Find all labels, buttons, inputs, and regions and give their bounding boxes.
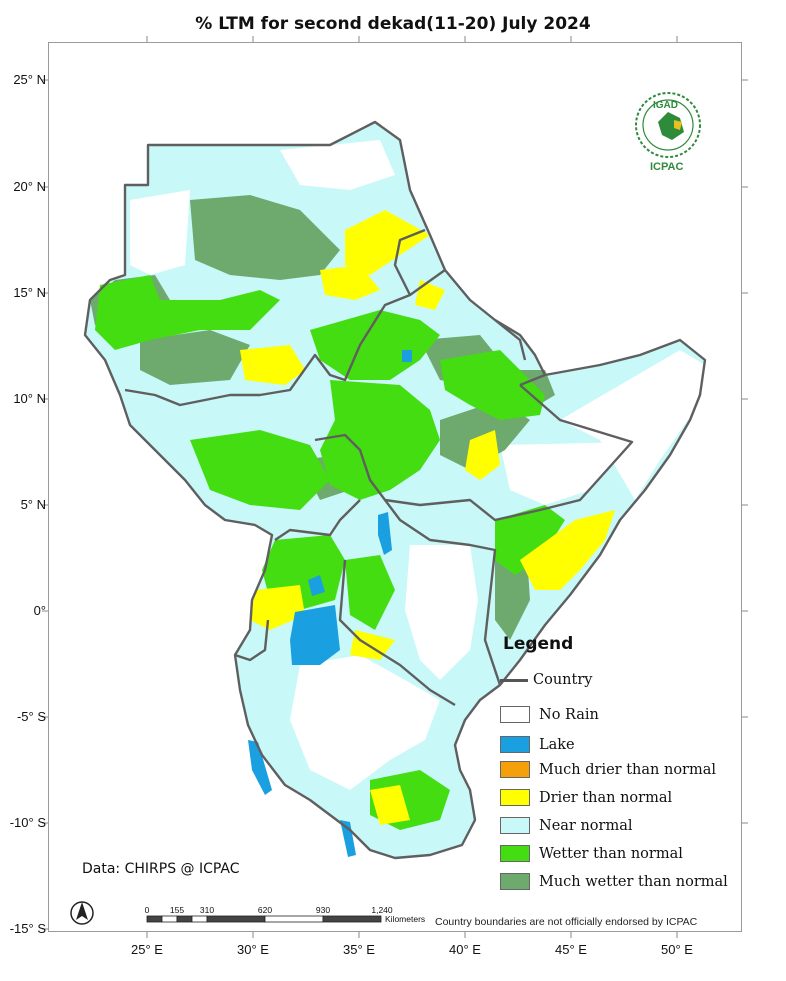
igad-logo (635, 92, 701, 158)
no-rain-somalia-east (560, 350, 705, 500)
legend-label: Near normal (539, 817, 633, 834)
lake-tanganyika (248, 740, 272, 795)
x-tick-label: 45° E (555, 942, 587, 957)
legend-label: Much drier than normal (539, 761, 717, 778)
no-rain-kenya (405, 545, 478, 680)
lake-tana (402, 350, 412, 362)
legend-label: No Rain (539, 706, 599, 723)
y-tick-label: 25° N (13, 72, 46, 87)
drier-tz-south (370, 785, 410, 825)
legend-item: Wetter than normal (500, 845, 683, 862)
x-tick-label: 35° E (343, 942, 375, 957)
no-rain-tanzania (290, 655, 440, 790)
lake-albert (308, 575, 325, 596)
legend-swatch (500, 736, 530, 753)
disclaimer: Country boundaries are not officially en… (435, 916, 698, 928)
legend-swatch (500, 817, 530, 834)
lake-turkana (378, 512, 392, 555)
x-tick-label: 30° E (237, 942, 269, 957)
drier-somalia (520, 510, 615, 590)
wetter-ethiopia-west (440, 350, 545, 420)
wetter-somalia-south (495, 505, 565, 575)
legend-swatch (500, 873, 530, 890)
no-rain-ne-horn (500, 442, 632, 505)
scale-unit: Kilometers (385, 914, 426, 924)
y-tick-label: -5° S (16, 709, 46, 724)
x-tick-label: 25° E (131, 942, 163, 957)
drier-tz (350, 630, 395, 660)
y-tick-label: -15° S (9, 921, 46, 936)
x-tick-label: 50° E (661, 942, 693, 957)
drier-ethiopia (465, 430, 500, 480)
map-frame (48, 42, 742, 932)
no-rain-egypt-border (280, 140, 395, 190)
legend-item: Near normal (500, 817, 633, 834)
drier-sudan-south (240, 345, 305, 385)
y-tick-label: 15° N (13, 285, 46, 300)
legend-swatch (500, 706, 530, 723)
scale-tick-label: 930 (315, 905, 331, 915)
country-line-swatch (500, 678, 528, 682)
lake-victoria (290, 605, 340, 665)
legend-item-country: Country (500, 672, 592, 688)
wetter-ss-ethiopia (320, 380, 440, 500)
y-tick-label: 5° N (20, 497, 46, 512)
legend-item: Much wetter than normal (500, 873, 728, 890)
scale-bar (146, 915, 382, 923)
drier-sudan-mid (320, 265, 380, 300)
wetter-sudan-central (95, 275, 280, 350)
map-title: % LTM for second dekad(11-20) July 2024 (195, 14, 591, 34)
legend-label: Wetter than normal (539, 845, 683, 862)
legend-label: Drier than normal (539, 789, 673, 806)
legend-item: Drier than normal (500, 789, 672, 806)
legend-swatch (500, 761, 530, 778)
legend-title: Legend (503, 634, 574, 654)
legend-swatch (500, 845, 530, 862)
legend-label: Country (533, 672, 593, 688)
y-tick-label: -10° S (9, 815, 46, 830)
legend-item: Lake (500, 736, 575, 753)
drier-sudan-north (345, 210, 430, 275)
much-wetter-chad-border (140, 330, 250, 385)
scale-tick-label: 620 (257, 905, 273, 915)
no-rain-sudan-north (130, 190, 190, 275)
legend-item: Much drier than normal (500, 761, 716, 778)
y-tick-label: 10° N (13, 391, 46, 406)
axis-ticks (42, 36, 748, 938)
legend-swatch (500, 789, 530, 806)
legend-item: No Rain (500, 706, 599, 723)
wetter-southsudan (190, 430, 330, 510)
logo-bottom-text: ICPAC (650, 161, 684, 173)
y-tick-label: 0° (33, 603, 46, 618)
scale-tick-label: 1,240 (371, 905, 393, 915)
scale-tick-label: 310 (199, 905, 215, 915)
north-arrow (70, 901, 94, 925)
x-tick-label: 40° E (449, 942, 481, 957)
lake-malawi (340, 820, 356, 857)
legend-label: Lake (539, 736, 575, 753)
drier-kenya (250, 585, 305, 630)
scale-tick-label: 155 (169, 905, 185, 915)
data-source: Data: CHIRPS @ ICPAC (82, 861, 240, 877)
legend-label: Much wetter than normal (539, 873, 728, 890)
country-borders (83, 120, 707, 860)
wetter-tz-north (345, 555, 395, 630)
y-tick-label: 20° N (13, 179, 46, 194)
much-wetter-sudan-north (190, 195, 340, 280)
wetter-sudan-east (310, 310, 440, 380)
scale-tick-label: 0 (144, 905, 150, 915)
logo-top-text: IGAD (653, 100, 678, 111)
